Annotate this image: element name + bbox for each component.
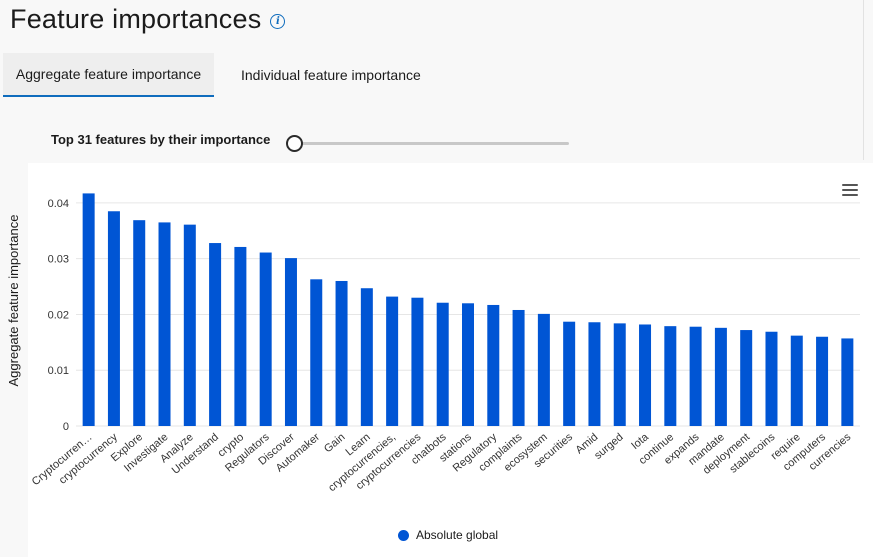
y-tick-label: 0.04: [48, 198, 69, 210]
panel-divider: [863, 0, 864, 160]
tab-aggregate-feature-importance[interactable]: Aggregate feature importance: [3, 53, 214, 97]
chart-legend[interactable]: Absolute global: [398, 528, 498, 542]
bar-31[interactable]: [841, 338, 854, 426]
bar-20[interactable]: [563, 321, 576, 426]
bar-12[interactable]: [360, 288, 373, 426]
x-tick-label: surged: [592, 431, 625, 462]
y-tick-label: 0.01: [48, 365, 69, 377]
bar-23[interactable]: [639, 324, 652, 426]
slider-label: Top 31 features by their importance: [51, 132, 271, 147]
bar-11[interactable]: [335, 280, 348, 426]
bar-27[interactable]: [740, 330, 753, 426]
y-tick-label: 0: [63, 421, 69, 433]
bar-16[interactable]: [462, 303, 474, 426]
bar-28[interactable]: [765, 331, 778, 426]
tab-individual-feature-importance[interactable]: Individual feature importance: [241, 67, 421, 83]
bar-5[interactable]: [183, 224, 196, 426]
top-features-slider-row: Top 31 features by their importance: [51, 132, 569, 152]
x-tick-label: Gain: [322, 431, 348, 455]
legend-label: Absolute global: [416, 528, 499, 542]
feature-importance-chart: 0 0.01 0.02 0.03 0.04 Aggregate feature impor…: [6, 163, 873, 557]
bar-18[interactable]: [512, 309, 525, 426]
bar-4[interactable]: [158, 222, 171, 426]
y-axis-label: Aggregate feature importance: [6, 215, 21, 387]
bar-9[interactable]: [284, 258, 297, 426]
bar-6[interactable]: [209, 243, 222, 426]
bar-13[interactable]: [386, 296, 399, 426]
page-header: Feature importances i: [10, 4, 286, 35]
bar-22[interactable]: [613, 323, 626, 426]
bar-26[interactable]: [714, 327, 727, 426]
bar-24[interactable]: [664, 326, 677, 426]
bar-25[interactable]: [689, 326, 702, 426]
bar-15[interactable]: [436, 302, 449, 426]
page-title: Feature importances: [10, 4, 262, 34]
bar-14[interactable]: [411, 297, 424, 426]
y-tick-label: 0.03: [48, 254, 69, 266]
chart-menu-icon[interactable]: [842, 184, 858, 196]
bar-19[interactable]: [537, 313, 550, 426]
chart-svg: 0 0.01 0.02 0.03 0.04 Aggregate feature impor…: [6, 193, 860, 494]
bar-29[interactable]: [790, 335, 803, 426]
bar-7[interactable]: [234, 246, 247, 426]
bar-3[interactable]: [133, 220, 146, 426]
bar-17[interactable]: [487, 304, 500, 426]
tab-bar: Aggregate feature importance Individual …: [3, 53, 430, 97]
bar-8[interactable]: [259, 252, 272, 426]
y-tick-label: 0.02: [48, 309, 69, 321]
bar-10[interactable]: [310, 279, 323, 426]
top-features-slider[interactable]: [286, 135, 569, 152]
slider-thumb[interactable]: [286, 135, 303, 152]
bar-2[interactable]: [107, 211, 120, 426]
legend-marker: [398, 529, 409, 541]
bar-1[interactable]: [82, 193, 95, 426]
info-icon[interactable]: i: [270, 13, 286, 29]
bar-21[interactable]: [588, 322, 601, 426]
bar-30[interactable]: [816, 336, 829, 426]
